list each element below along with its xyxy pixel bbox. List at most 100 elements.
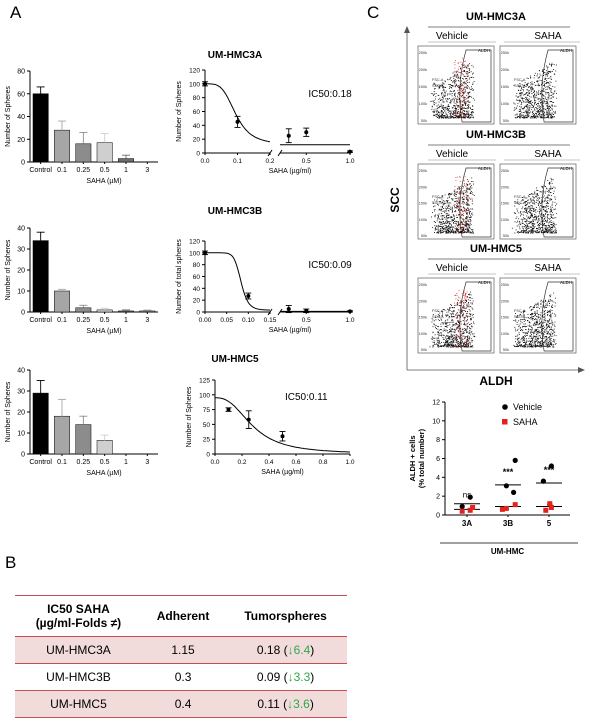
bar [96, 142, 113, 163]
mini-axis-label: 50k [503, 348, 509, 352]
y-tick-label: 25 [203, 437, 211, 444]
mini-axis-label: 50k [503, 234, 509, 238]
panel-label-b: B [5, 553, 17, 572]
x-axis-label: SAHA (µM) [86, 470, 121, 477]
x-axis-label: SAHA (µg/ml) [269, 168, 312, 175]
x-tick-label: 3A [462, 519, 472, 528]
y-tick-label: 0 [196, 310, 200, 317]
bar-chart-title: UM-HMC3B [208, 206, 262, 217]
mini-axis-label: 150k [501, 316, 509, 320]
y-tick-label: 30 [17, 247, 25, 254]
significance-label: ns [463, 491, 471, 500]
row-adherent: 0.3 [174, 670, 192, 684]
fit-curve [205, 252, 271, 311]
y-tick-label: 0 [436, 513, 440, 520]
ic50-label: IC50:0.09 [308, 260, 352, 271]
x-tick-label: 0.15 [264, 317, 277, 324]
axis-break [277, 308, 283, 316]
legend-vehicle-label: Vehicle [513, 402, 542, 412]
mini-axis-label: 100k [501, 218, 509, 222]
x-tick-label: Control [29, 459, 52, 466]
x-tick-label: 3 [145, 317, 149, 324]
y-tick-label: 75 [203, 407, 211, 414]
bar [75, 307, 92, 313]
saha-point [499, 506, 505, 512]
x-tick-label: 0.05 [220, 317, 233, 324]
x-tick-label: 1.0 [345, 317, 354, 324]
bar [32, 93, 49, 163]
x-tick-label: 0.2 [237, 459, 246, 466]
y-tick-label: 80 [193, 262, 201, 269]
saha-point [503, 505, 509, 511]
bar [32, 240, 49, 313]
x-tick-label: 0.10 [242, 317, 255, 324]
y-tick-label: 20 [193, 298, 201, 305]
mini-side-label: FSC-A [514, 78, 526, 82]
mini-axis-label: 100k [501, 332, 509, 336]
data-point [304, 130, 309, 135]
row-tumorspheres: 0.11 (↓3.6) [224, 690, 347, 718]
x-tick-label: 3 [145, 167, 149, 174]
mini-axis-label: 100k [419, 332, 427, 336]
dot-plot-frame [499, 163, 577, 240]
y-axis-label: Number of Spheres [5, 381, 12, 442]
mini-axis-label: 200k [501, 299, 509, 303]
gate-label: ALDH [560, 48, 572, 53]
x-tick-label: 0.1 [57, 317, 67, 324]
mini-axis-label: 150k [419, 316, 427, 320]
x-tick-label: 1 [124, 167, 128, 174]
x-tick-label: 5 [547, 519, 552, 528]
saha-point [470, 504, 476, 510]
y-tick-label: 100 [189, 250, 200, 257]
dot-cloud [513, 292, 557, 348]
mini-axis-label: 150k [501, 202, 509, 206]
table-row: UM-HMC5 0.4 0.11 (↓3.6) [15, 690, 347, 718]
paren-close: ) [310, 670, 315, 684]
row-adherent: 0.4 [141, 690, 225, 718]
x-axis-label: SAHA (µM) [86, 328, 121, 335]
data-point [280, 434, 285, 439]
gate-label: ALDH [478, 166, 490, 171]
data-point [246, 294, 251, 299]
mini-axis-label: 100k [501, 102, 509, 106]
mini-axis-label: 250k [501, 51, 509, 55]
mini-side-label: SSC-A [432, 201, 444, 205]
axis-break [277, 149, 283, 157]
bar [54, 415, 70, 455]
saha-point [467, 507, 473, 513]
y-tick-label: 120 [189, 239, 200, 246]
y-tick-label: 10 [17, 289, 25, 296]
mini-side-label: FSC-A [432, 309, 444, 313]
y-axis-label: Number of Spheres [186, 386, 193, 447]
vehicle-point [467, 494, 473, 500]
dot-plot-frame [499, 45, 577, 125]
dot-cloud [511, 177, 558, 234]
row-cellline: UM-HMC5 [15, 690, 142, 718]
panel-label-a: A [10, 3, 22, 22]
x-tick-label: 1.0 [345, 158, 354, 165]
mini-axis-label: 200k [501, 68, 509, 72]
y-tick-label: 8 [436, 437, 440, 444]
mini-axis-label: 100k [419, 218, 427, 222]
mini-side-label: SSC-A [514, 315, 526, 319]
flow-condition-label: SAHA [534, 149, 562, 160]
fold-decrease: ↓3.6 [287, 697, 310, 711]
y-tick-label: 0 [206, 452, 210, 459]
data-point [235, 119, 240, 124]
aldh-positive-dots [454, 290, 469, 348]
y-tick-label: 0 [196, 151, 200, 158]
y-tick-label: 125 [199, 378, 210, 385]
bar [118, 310, 134, 313]
panel-label-c: C [367, 3, 380, 22]
table-row: UM-HMC3B 0.3 0.09 (↓3.3) [15, 664, 347, 691]
saha-point [459, 508, 465, 514]
row-adherent: 1.15 [141, 636, 225, 664]
bar [75, 143, 92, 163]
row-tumorspheres: 0.18 (↓6.4) [224, 636, 347, 664]
y-tick-label: 40 [193, 123, 201, 130]
x-tick-label: 0.1 [57, 167, 67, 174]
mini-axis-label: 50k [421, 234, 427, 238]
gate-label: ALDH [560, 280, 572, 285]
dot-cloud [513, 62, 558, 119]
